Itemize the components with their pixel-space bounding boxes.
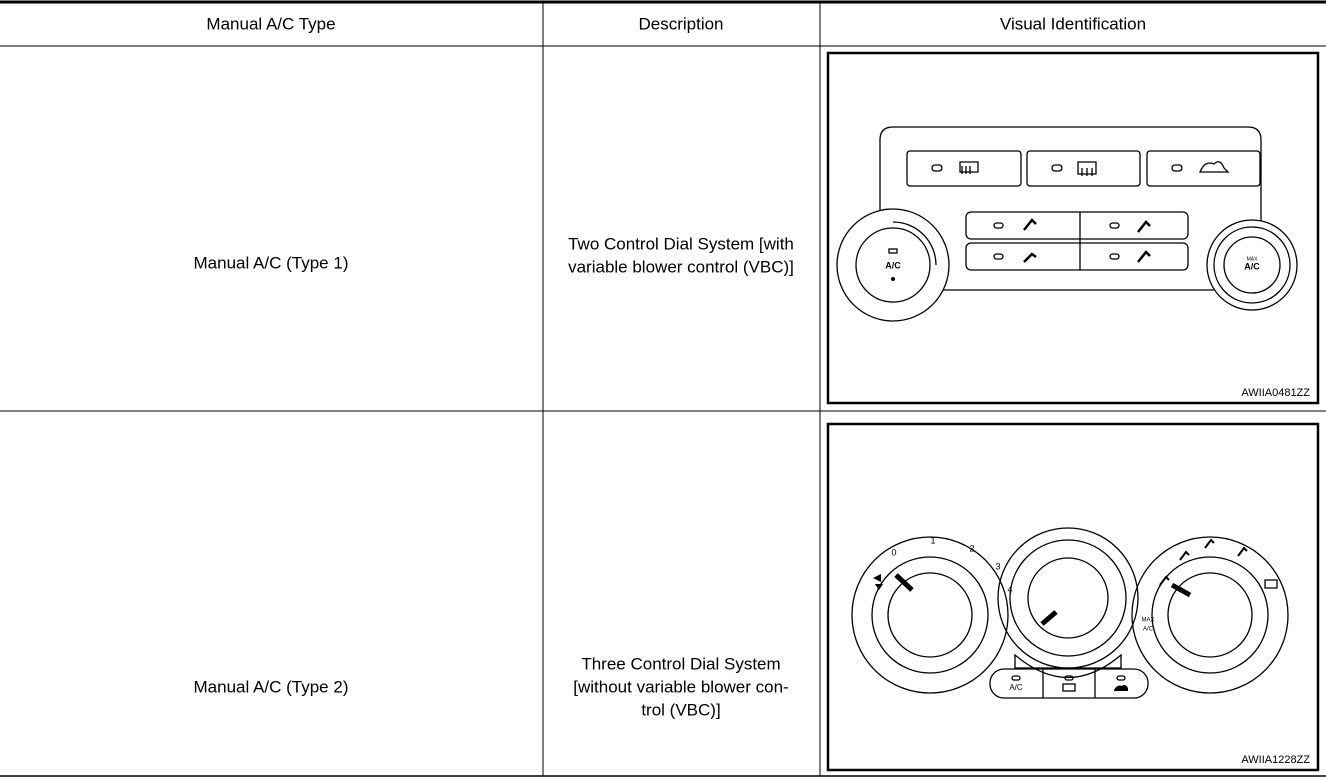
dial-label: A/C xyxy=(1244,261,1260,271)
button xyxy=(1026,150,1141,187)
speed-label: 3 xyxy=(995,561,1000,571)
type-cell: Manual A/C (Type 1) xyxy=(194,253,349,272)
panel-outline xyxy=(879,126,1262,291)
dial xyxy=(1206,219,1298,311)
dial xyxy=(1131,536,1289,694)
icon xyxy=(1023,218,1151,263)
speed-label: 2 xyxy=(969,543,974,553)
icon xyxy=(959,161,979,174)
button xyxy=(906,150,1022,187)
indicator xyxy=(1064,675,1074,681)
mode-label: MAX xyxy=(1141,618,1154,624)
pointer xyxy=(1170,582,1192,598)
dial xyxy=(887,572,973,658)
indicator xyxy=(1011,675,1021,681)
dial xyxy=(1151,556,1269,674)
indicator xyxy=(931,164,943,172)
description-line: Two Control Dial System [with xyxy=(568,234,794,253)
dial xyxy=(1027,557,1109,639)
header-cell: Manual A/C Type xyxy=(206,14,335,33)
button-group xyxy=(965,242,1189,271)
dial xyxy=(1167,572,1253,658)
dial-label: A/C xyxy=(885,260,901,270)
dial xyxy=(997,527,1139,669)
indicator xyxy=(993,253,1004,260)
mode-icon xyxy=(1264,579,1278,589)
figure-frame xyxy=(826,422,1320,772)
mode-label: A/C xyxy=(1143,627,1154,633)
indicator xyxy=(1109,222,1120,229)
figure-code: AWIIA0481ZZ xyxy=(1241,387,1310,399)
description-line: trol (VBC)] xyxy=(641,700,720,719)
dial xyxy=(1213,226,1291,304)
icon xyxy=(1199,161,1230,173)
dial xyxy=(855,227,931,303)
icon xyxy=(1114,684,1128,691)
icon xyxy=(1062,683,1076,692)
housing xyxy=(1014,653,1122,679)
indicator xyxy=(993,222,1004,229)
header-cell: Description xyxy=(638,14,723,33)
dial xyxy=(1223,236,1281,294)
indicator xyxy=(1051,164,1063,172)
mode-icon xyxy=(1159,538,1248,586)
icon xyxy=(1077,161,1097,176)
pointer xyxy=(1040,610,1058,626)
dial-label: MAX xyxy=(1247,256,1259,262)
pointer xyxy=(894,573,914,592)
figure-type-2: 0 1 2 3 4 MAX A/C A/C AWIIA1228ZZ xyxy=(826,422,1320,772)
description-line: Three Control Dial System xyxy=(581,654,780,673)
dial-arc xyxy=(892,221,937,266)
type-cell: Manual A/C (Type 2) xyxy=(194,677,349,696)
figure-type-1: A/C MAX A/C AWIIA0481ZZ xyxy=(826,51,1320,405)
description-line: variable blower control (VBC)] xyxy=(568,257,794,276)
speed-label: 0 xyxy=(891,547,896,557)
button-label: A/C xyxy=(1009,683,1023,692)
indicator xyxy=(1109,253,1120,260)
dial xyxy=(851,536,1009,694)
dial xyxy=(1009,539,1127,657)
indicator xyxy=(888,248,898,254)
description-line: [without variable blower con- xyxy=(573,677,788,696)
header-cell: Visual Identification xyxy=(1000,14,1146,33)
fan-icon xyxy=(873,574,883,590)
figure-frame xyxy=(826,51,1320,405)
dial xyxy=(871,556,989,674)
figure-code: AWIIA1228ZZ xyxy=(1241,754,1310,766)
button-strip xyxy=(989,668,1149,699)
indicator xyxy=(1116,675,1126,681)
dial xyxy=(836,208,950,322)
indicator xyxy=(1171,164,1183,172)
speed-label: 1 xyxy=(930,535,935,545)
button xyxy=(1146,150,1261,187)
dot xyxy=(891,277,895,281)
button-group xyxy=(965,211,1189,240)
